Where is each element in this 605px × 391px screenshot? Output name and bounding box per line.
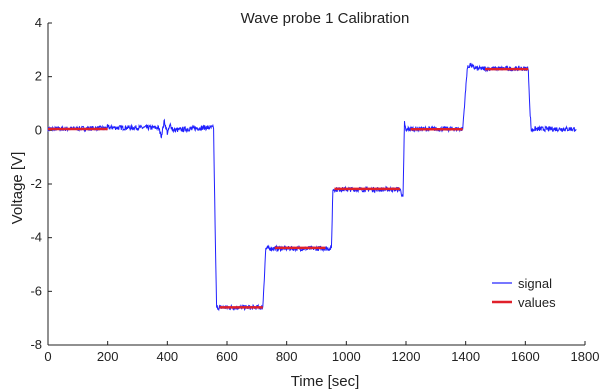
x-tick-label: 200: [97, 349, 119, 364]
x-tick-label: 1200: [392, 349, 421, 364]
series-signal: [47, 62, 577, 312]
x-tick-label: 1800: [571, 349, 600, 364]
plot-frame: [47, 23, 585, 346]
signal-line: [47, 62, 577, 312]
x-tick-label: 1400: [451, 349, 480, 364]
x-tick-label: 1600: [511, 349, 540, 364]
y-tick-label: 0: [35, 122, 42, 137]
legend-label-signal: signal: [518, 276, 552, 291]
x-tick-label: 600: [216, 349, 238, 364]
x-tick-label: 800: [276, 349, 298, 364]
y-tick-label: 4: [35, 15, 42, 30]
y-tick-label: -6: [30, 283, 42, 298]
x-tick-label: 1000: [332, 349, 361, 364]
legend-label-values: values: [518, 295, 556, 310]
axis-ticks: 0 200 400 600 800 1000 1200 1400 1600 1800 -8 -6 -4 -…: [30, 15, 599, 364]
chart-title: Wave probe 1 Calibration: [241, 10, 410, 27]
legend: signal values: [492, 276, 556, 310]
y-tick-label: -4: [30, 230, 42, 245]
x-tick-label: 400: [156, 349, 178, 364]
x-axis-title: Time [sec]: [291, 373, 360, 390]
y-tick-label: -2: [30, 176, 42, 191]
y-tick-label: 2: [35, 69, 42, 84]
y-tick-label: -8: [30, 337, 42, 352]
x-tick-label: 0: [44, 349, 51, 364]
y-axis-title: Voltage [V]: [9, 152, 26, 225]
series-values: [48, 67, 529, 309]
